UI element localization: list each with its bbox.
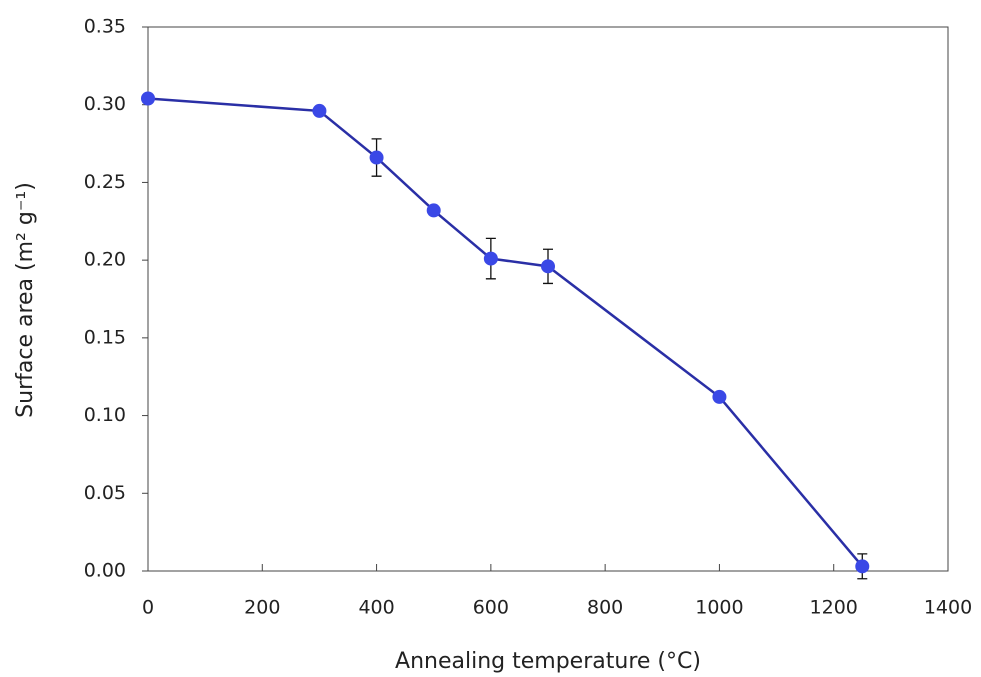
x-tick-label: 600 xyxy=(473,597,509,619)
x-tick-label: 400 xyxy=(358,597,394,619)
y-tick-label: 0.20 xyxy=(84,249,126,271)
y-tick-label: 0.25 xyxy=(84,171,126,193)
marker xyxy=(312,103,327,118)
x-tick-label: 200 xyxy=(244,597,280,619)
y-tick-label: 0.00 xyxy=(84,560,126,582)
y-tick-label: 0.05 xyxy=(84,482,126,504)
y-tick-label: 0.35 xyxy=(84,16,126,38)
x-tick-label: 1200 xyxy=(810,597,858,619)
series-line xyxy=(147,97,864,568)
marker xyxy=(141,91,155,106)
marker xyxy=(541,259,555,274)
marker xyxy=(483,251,498,266)
y-axis-title: Surface area (m² g⁻¹) xyxy=(13,182,38,418)
marker xyxy=(855,559,870,574)
x-tick-label: 1400 xyxy=(924,597,972,619)
y-tick-label: 0.15 xyxy=(84,326,126,348)
marker xyxy=(712,389,727,404)
plot-frame xyxy=(147,26,949,572)
x-tick-label: 0 xyxy=(142,597,154,619)
y-tick-label: 0.10 xyxy=(84,404,126,426)
y-tick-label: 0.30 xyxy=(84,93,126,115)
x-axis-title: Annealing temperature (°C) xyxy=(395,649,701,674)
x-tick-label: 800 xyxy=(587,597,623,619)
x-tick-label: 1000 xyxy=(695,597,743,619)
marker xyxy=(426,203,441,218)
marker xyxy=(369,150,384,165)
